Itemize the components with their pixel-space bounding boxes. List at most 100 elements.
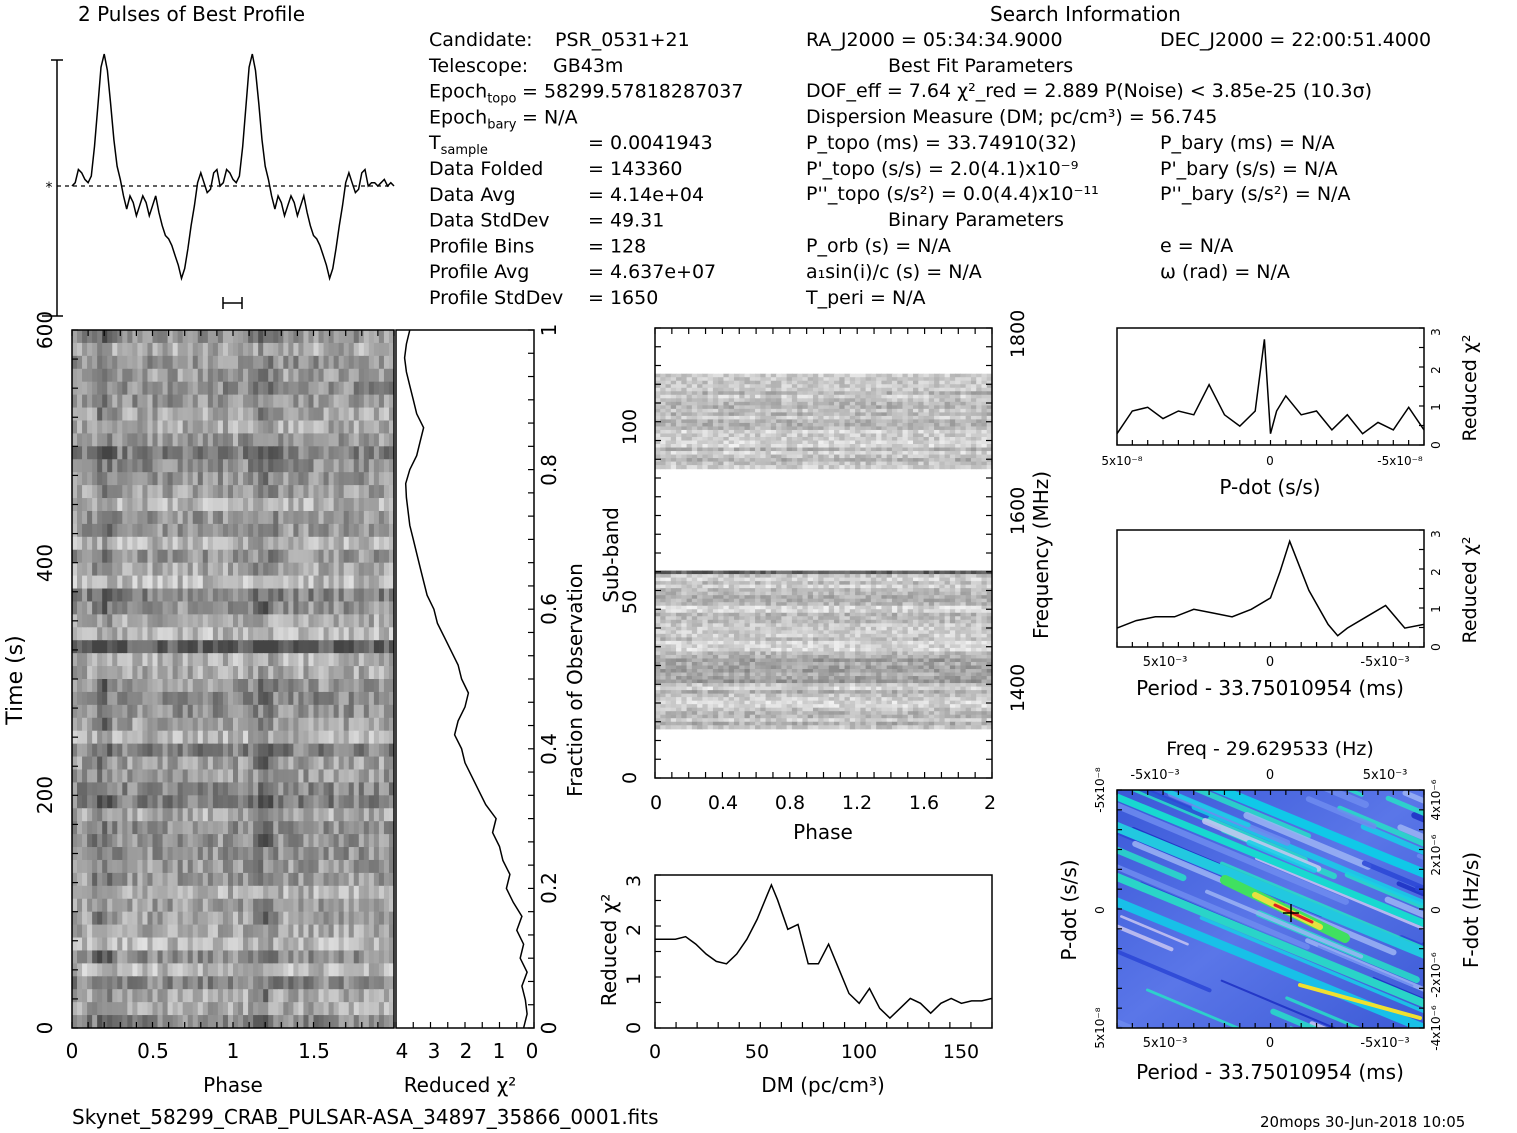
time-phase-cell xyxy=(313,859,320,874)
time-phase-cell xyxy=(263,950,269,964)
subband-cell xyxy=(728,433,735,438)
time-phase-cell xyxy=(97,368,103,383)
subband-cell xyxy=(849,419,856,424)
time-phase-cell xyxy=(177,937,184,952)
subband-cell xyxy=(986,436,992,442)
time-phase-cell xyxy=(363,653,370,667)
time-phase-cell xyxy=(283,381,289,396)
time-phase-cell xyxy=(167,963,174,977)
time-phase-cell xyxy=(227,627,234,641)
time-phase-cell xyxy=(132,782,139,796)
time-phase-cell xyxy=(157,368,164,383)
time-phase-cell xyxy=(338,523,345,538)
time-phase-cell xyxy=(152,821,159,835)
subband-cell xyxy=(802,380,809,385)
time-phase-cell xyxy=(333,433,340,447)
time-phase-cell xyxy=(87,704,93,719)
time-phase-cell xyxy=(192,691,199,706)
subband-cell xyxy=(891,422,898,428)
time-phase-cell xyxy=(298,407,305,422)
time-phase-cell xyxy=(147,627,154,641)
time-phase-cell xyxy=(268,756,274,771)
time-phase-cell xyxy=(167,1002,174,1016)
subband-cell xyxy=(918,429,925,435)
time-phase-cell xyxy=(313,976,320,990)
time-phase-cell xyxy=(102,950,108,964)
subband-cell xyxy=(786,408,793,413)
time-phase-cell xyxy=(117,485,123,499)
time-phase-cell xyxy=(278,420,284,435)
subband-cell xyxy=(902,412,909,417)
time-phase-cell xyxy=(298,510,305,525)
time-phase-cell xyxy=(112,717,118,732)
subband-cell xyxy=(839,444,846,449)
subband-cell xyxy=(755,373,761,378)
time-phase-cell xyxy=(388,717,394,732)
time-phase-cell xyxy=(152,950,159,964)
time-phase-cell xyxy=(248,782,254,796)
time-phase-cell xyxy=(167,381,174,396)
subband-cell xyxy=(765,415,772,421)
time-phase-cell xyxy=(338,394,345,409)
tp-y-tick-label: 600 xyxy=(33,311,57,349)
subband-cell xyxy=(781,401,788,406)
time-phase-cell xyxy=(172,679,179,693)
subband-cell xyxy=(660,398,667,403)
time-phase-cell xyxy=(142,666,149,680)
time-phase-cell xyxy=(383,627,390,641)
time-phase-cell xyxy=(202,549,209,564)
time-phase-cell xyxy=(222,730,229,745)
time-phase-cell xyxy=(283,679,289,693)
time-phase-cell xyxy=(333,717,340,732)
time-phase-cell xyxy=(87,821,93,835)
subband-cell xyxy=(939,433,946,438)
time-phase-cell xyxy=(378,859,385,874)
time-phase-cell xyxy=(293,459,300,473)
subband-cell xyxy=(986,415,992,421)
time-phase-cell xyxy=(167,989,174,1003)
time-phase-cell xyxy=(233,704,239,719)
subband-cell xyxy=(860,436,867,442)
subband-cell xyxy=(786,433,793,438)
subband-cell xyxy=(697,429,703,435)
subband-cell xyxy=(928,412,935,417)
time-phase-cell xyxy=(82,653,88,667)
time-phase-cell xyxy=(147,885,154,900)
subband-cell xyxy=(749,408,756,413)
time-phase-cell xyxy=(212,911,219,926)
time-phase-cell xyxy=(303,355,310,370)
subband-cell xyxy=(723,433,730,438)
time-phase-cell xyxy=(152,730,159,745)
time-phase-cell xyxy=(102,1015,108,1028)
time-phase-cell xyxy=(172,847,179,861)
subband-cell xyxy=(839,398,846,403)
time-phase-cell xyxy=(343,575,350,590)
subband-cell xyxy=(660,415,667,421)
time-phase-cell xyxy=(172,523,179,538)
time-phase-cell xyxy=(323,679,330,693)
time-phase-cell xyxy=(202,666,209,680)
time-phase-cell xyxy=(233,342,239,357)
time-phase-cell xyxy=(293,640,300,654)
time-phase-cell xyxy=(373,575,380,590)
time-phase-cell xyxy=(167,562,174,577)
subband-cell xyxy=(728,387,735,392)
time-phase-cell xyxy=(378,924,385,939)
subband-cell xyxy=(913,398,919,403)
time-phase-cell xyxy=(87,459,93,473)
time-phase-cell xyxy=(258,743,264,758)
time-phase-cell xyxy=(157,601,164,615)
time-phase-cell xyxy=(167,937,174,952)
subband-cell xyxy=(828,429,835,435)
time-phase-cell xyxy=(72,394,78,409)
time-phase-cell xyxy=(147,911,154,926)
subband-cell xyxy=(755,415,761,421)
time-phase-cell xyxy=(368,627,375,641)
time-phase-cell xyxy=(248,730,254,745)
time-phase-cell xyxy=(333,446,340,460)
time-phase-cell xyxy=(333,575,340,590)
time-phase-cell xyxy=(172,911,179,926)
time-phase-cell xyxy=(313,989,320,1003)
time-phase-cell xyxy=(217,859,224,874)
time-phase-cell xyxy=(283,510,289,525)
